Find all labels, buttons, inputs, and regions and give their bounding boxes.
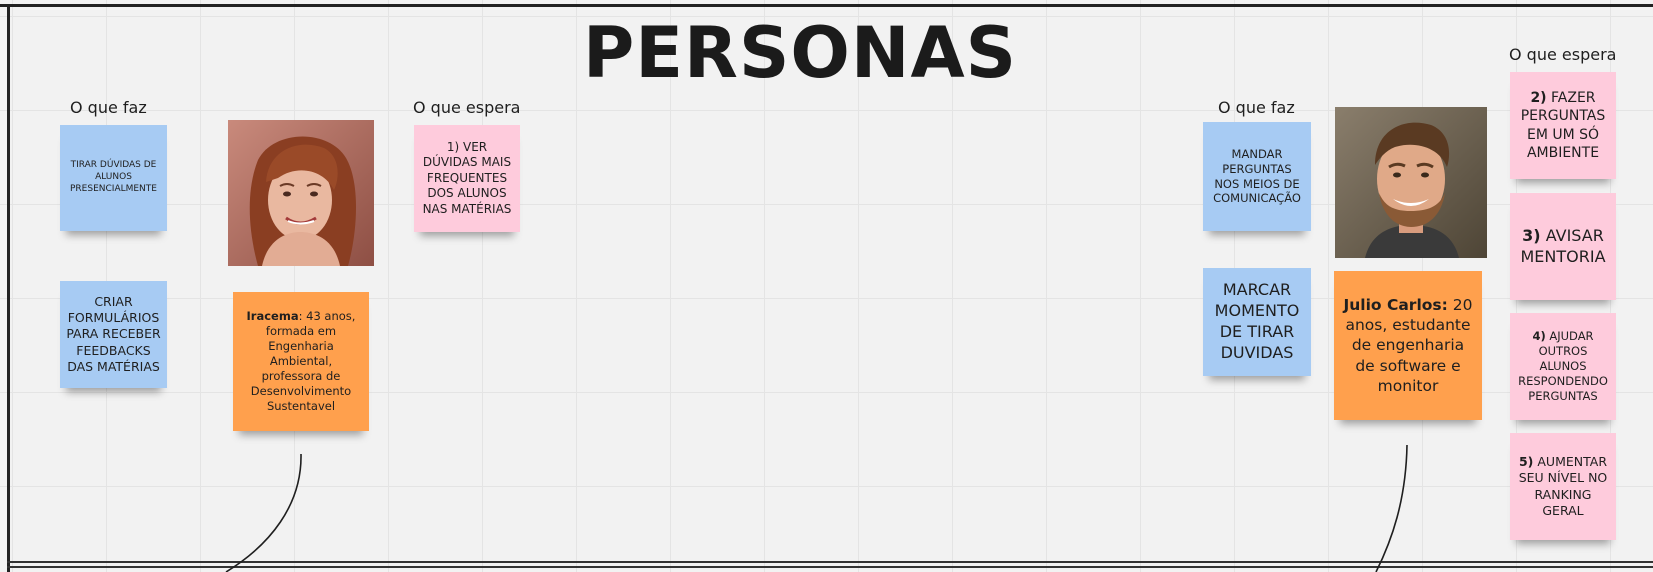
connector-line[interactable] <box>225 453 302 572</box>
persona1-expects-label[interactable]: O que espera <box>413 98 521 117</box>
persona1-name: Iracema <box>246 309 299 324</box>
sticky-note-text: MARCAR MOMENTO DE TIRAR DUVIDAS <box>1214 280 1300 362</box>
sticky-note[interactable]: TIRAR DÚVIDAS DE ALUNOS PRESENCIALMENTE <box>60 125 167 231</box>
note-number: 5) <box>1518 454 1534 469</box>
note-body: AVISAR MENTORIA <box>1520 225 1606 266</box>
sticky-note-text: CRIAR FORMULÁRIOS PARA RECEBER FEEDBACKS… <box>66 293 161 374</box>
sticky-note-text: 3) AVISAR MENTORIA <box>1516 226 1610 268</box>
sticky-note[interactable]: CRIAR FORMULÁRIOS PARA RECEBER FEEDBACKS… <box>60 281 167 388</box>
sticky-note-text: TIRAR DÚVIDAS DE ALUNOS PRESENCIALMENTE <box>70 160 157 194</box>
sticky-note[interactable]: MANDAR PERGUNTAS NOS MEIOS DE COMUNICAÇÃ… <box>1203 122 1311 231</box>
sticky-note-text: 1) VER DÚVIDAS MAIS FREQUENTES DOS ALUNO… <box>422 139 512 216</box>
frame-border-left <box>7 4 10 572</box>
sticky-note[interactable]: 3) AVISAR MENTORIA <box>1510 193 1616 300</box>
persona1-does-label[interactable]: O que faz <box>70 98 147 117</box>
woman-portrait-icon <box>228 120 374 266</box>
note-number: 2) <box>1530 90 1547 107</box>
frame-border-bottom <box>7 561 1653 563</box>
sticky-note[interactable]: MARCAR MOMENTO DE TIRAR DUVIDAS <box>1203 268 1311 376</box>
persona2-card[interactable]: Julio Carlos: 20 anos, estudante de enge… <box>1334 271 1482 420</box>
note-body: AUMENTAR SEU NÍVEL NO RANKING GERAL <box>1518 454 1608 518</box>
frame-border-top <box>0 4 1653 7</box>
persona2-expects-label[interactable]: O que espera <box>1509 45 1617 64</box>
persona2-photo[interactable] <box>1335 107 1487 258</box>
persona2-does-label[interactable]: O que faz <box>1218 98 1295 117</box>
note-body: AJUDAR OUTROS ALUNOS RESPONDENDO PERGUNT… <box>1518 329 1608 403</box>
note-number: 3) <box>1522 225 1541 245</box>
persona2-description: 20 anos, estudante de engenharia de soft… <box>1345 296 1473 395</box>
board-title[interactable]: PERSONAS <box>582 12 1018 94</box>
frame-border-bottom-inner <box>7 566 1653 568</box>
sticky-note[interactable]: 5) AUMENTAR SEU NÍVEL NO RANKING GERAL <box>1510 433 1616 540</box>
sticky-note-text: 5) AUMENTAR SEU NÍVEL NO RANKING GERAL <box>1516 454 1610 519</box>
man-portrait-icon <box>1335 107 1487 258</box>
note-number: 4) <box>1532 329 1546 344</box>
sticky-note[interactable]: 2) FAZER PERGUNTAS EM UM SÓ AMBIENTE <box>1510 72 1616 179</box>
persona1-card-text: Iracema: 43 anos, formada em Engenharia … <box>239 309 363 414</box>
sticky-note-text: MANDAR PERGUNTAS NOS MEIOS DE COMUNICAÇÃ… <box>1213 146 1301 206</box>
connector-line[interactable] <box>1375 444 1408 572</box>
persona1-photo[interactable] <box>228 120 374 266</box>
sticky-note-text: 2) FAZER PERGUNTAS EM UM SÓ AMBIENTE <box>1516 89 1610 162</box>
note-body: FAZER PERGUNTAS EM UM SÓ AMBIENTE <box>1520 90 1606 161</box>
persona1-description: : 43 anos, formada em Engenharia Ambient… <box>250 309 356 413</box>
sticky-note[interactable]: 1) VER DÚVIDAS MAIS FREQUENTES DOS ALUNO… <box>414 125 520 232</box>
persona2-name: Julio Carlos: <box>1343 296 1448 315</box>
sticky-note[interactable]: 4) AJUDAR OUTROS ALUNOS RESPONDENDO PERG… <box>1510 313 1616 420</box>
persona2-card-text: Julio Carlos: 20 anos, estudante de enge… <box>1340 295 1476 396</box>
sticky-note-text: 4) AJUDAR OUTROS ALUNOS RESPONDENDO PERG… <box>1516 329 1610 404</box>
persona1-card[interactable]: Iracema: 43 anos, formada em Engenharia … <box>233 292 369 431</box>
